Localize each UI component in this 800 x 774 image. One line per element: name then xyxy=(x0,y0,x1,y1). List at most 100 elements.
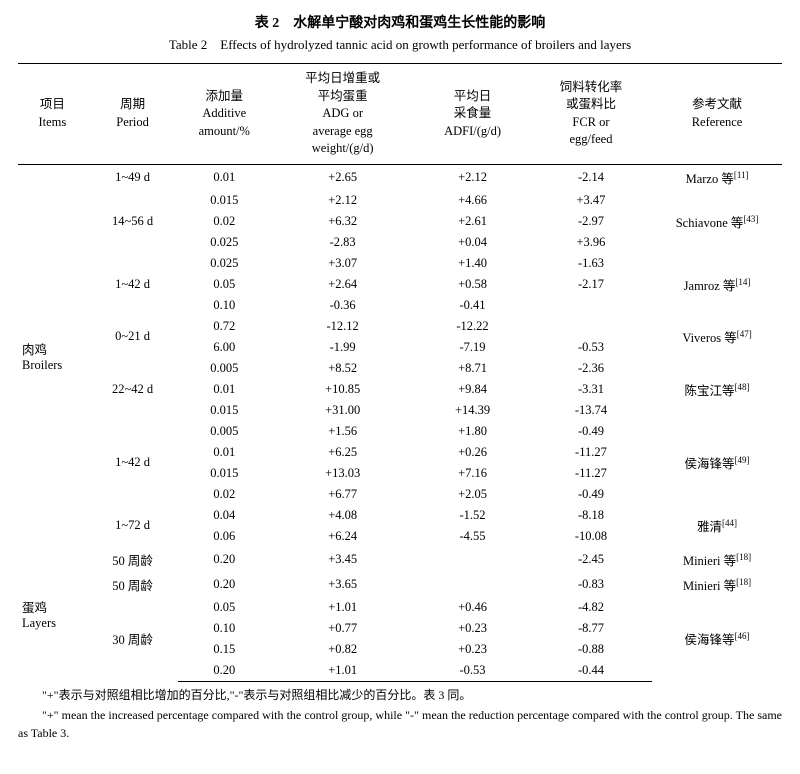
reference-cell: 侯海锋等[49] xyxy=(652,421,782,505)
value-cell: +6.24 xyxy=(270,526,415,547)
value-cell: +10.85 xyxy=(270,379,415,400)
value-cell: 0.10 xyxy=(178,295,270,316)
value-cell: +3.65 xyxy=(270,572,415,597)
reference-cell: 陈宝江等[48] xyxy=(652,358,782,421)
period-cell: 30 周龄 xyxy=(87,597,179,682)
col-adfi: 平均日采食量ADFI/(g/d) xyxy=(415,64,530,165)
value-cell: 0.02 xyxy=(178,484,270,505)
value-cell: +0.04 xyxy=(415,232,530,253)
value-cell: +0.77 xyxy=(270,618,415,639)
value-cell: -0.49 xyxy=(530,421,652,442)
table-row: 1~72 d0.04+4.08-1.52-8.18雅清[44] xyxy=(18,505,782,526)
value-cell: -0.53 xyxy=(530,337,652,358)
value-cell: -0.83 xyxy=(530,572,652,597)
value-cell: -13.74 xyxy=(530,400,652,421)
period-cell: 0~21 d xyxy=(87,316,179,358)
value-cell: -11.27 xyxy=(530,442,652,463)
value-cell: -2.45 xyxy=(530,547,652,572)
value-cell: -2.36 xyxy=(530,358,652,379)
value-cell: 0.01 xyxy=(178,164,270,190)
value-cell: +6.77 xyxy=(270,484,415,505)
value-cell: +2.12 xyxy=(415,164,530,190)
value-cell: +8.52 xyxy=(270,358,415,379)
value-cell: 6.00 xyxy=(178,337,270,358)
value-cell: 0.015 xyxy=(178,400,270,421)
value-cell: -1.63 xyxy=(530,253,652,274)
value-cell: 0.01 xyxy=(178,442,270,463)
value-cell: +0.58 xyxy=(415,274,530,295)
table-row: 0~21 d0.72-12.12-12.22Viveros 等[47] xyxy=(18,316,782,337)
reference-cell: Jamroz 等[14] xyxy=(652,253,782,316)
period-cell: 1~49 d xyxy=(87,164,179,190)
value-cell: -0.41 xyxy=(415,295,530,316)
value-cell: -1.52 xyxy=(415,505,530,526)
value-cell xyxy=(415,547,530,572)
value-cell: +3.45 xyxy=(270,547,415,572)
value-cell: +1.01 xyxy=(270,660,415,682)
value-cell: +9.84 xyxy=(415,379,530,400)
period-cell: 22~42 d xyxy=(87,358,179,421)
value-cell: +1.56 xyxy=(270,421,415,442)
value-cell: +7.16 xyxy=(415,463,530,484)
value-cell: 0.05 xyxy=(178,274,270,295)
value-cell: 0.025 xyxy=(178,253,270,274)
col-fcr: 饲料转化率或蛋料比 FCR oregg/feed xyxy=(530,64,652,165)
value-cell: 0.005 xyxy=(178,358,270,379)
value-cell: -2.97 xyxy=(530,211,652,232)
value-cell: 0.04 xyxy=(178,505,270,526)
table-row: 22~42 d0.005+8.52+8.71-2.36陈宝江等[48] xyxy=(18,358,782,379)
table-row: 30 周龄0.05+1.01+0.46-4.82侯海锋等[46] xyxy=(18,597,782,618)
reference-cell: Viveros 等[47] xyxy=(652,316,782,358)
table-row: 1~42 d0.025+3.07+1.40-1.63Jamroz 等[14] xyxy=(18,253,782,274)
value-cell: -4.55 xyxy=(415,526,530,547)
period-cell: 1~72 d xyxy=(87,505,179,547)
footnote-cn: "+"表示与对照组相比增加的百分比,"-"表示与对照组相比减少的百分比。表 3 … xyxy=(18,686,782,704)
table-row: 蛋鸡Layers50 周龄0.20+3.45-2.45Minieri 等[18] xyxy=(18,547,782,572)
items-cell: 肉鸡Broilers xyxy=(18,164,87,547)
value-cell: +2.61 xyxy=(415,211,530,232)
value-cell: +2.64 xyxy=(270,274,415,295)
value-cell: 0.01 xyxy=(178,379,270,400)
items-cell: 蛋鸡Layers xyxy=(18,547,87,682)
value-cell: +4.08 xyxy=(270,505,415,526)
value-cell: -0.88 xyxy=(530,639,652,660)
period-cell: 1~42 d xyxy=(87,421,179,505)
value-cell: -0.53 xyxy=(415,660,530,682)
value-cell: +3.47 xyxy=(530,190,652,211)
value-cell: +2.65 xyxy=(270,164,415,190)
value-cell: -12.22 xyxy=(415,316,530,337)
value-cell: 0.015 xyxy=(178,463,270,484)
value-cell xyxy=(415,572,530,597)
table-row: 14~56 d0.015+2.12+4.66+3.47Schiavone 等[4… xyxy=(18,190,782,211)
value-cell: -2.14 xyxy=(530,164,652,190)
value-cell xyxy=(530,316,652,337)
value-cell: -4.82 xyxy=(530,597,652,618)
period-cell: 1~42 d xyxy=(87,253,179,316)
value-cell: +0.46 xyxy=(415,597,530,618)
value-cell: 0.06 xyxy=(178,526,270,547)
value-cell: +1.40 xyxy=(415,253,530,274)
value-cell: 0.15 xyxy=(178,639,270,660)
value-cell: +1.01 xyxy=(270,597,415,618)
value-cell: +6.25 xyxy=(270,442,415,463)
value-cell: +31.00 xyxy=(270,400,415,421)
value-cell: +0.23 xyxy=(415,618,530,639)
value-cell: -7.19 xyxy=(415,337,530,358)
value-cell: -8.77 xyxy=(530,618,652,639)
col-adg: 平均日增重或平均蛋重 ADG oraverage eggweight/(g/d) xyxy=(270,64,415,165)
col-amount: 添加量Additiveamount/% xyxy=(178,64,270,165)
reference-cell: 侯海锋等[46] xyxy=(652,597,782,682)
reference-cell: 雅清[44] xyxy=(652,505,782,547)
value-cell: 0.72 xyxy=(178,316,270,337)
period-cell: 14~56 d xyxy=(87,190,179,253)
period-cell: 50 周龄 xyxy=(87,572,179,597)
value-cell: -12.12 xyxy=(270,316,415,337)
value-cell: 0.025 xyxy=(178,232,270,253)
value-cell: -11.27 xyxy=(530,463,652,484)
value-cell: +8.71 xyxy=(415,358,530,379)
col-ref: 参考文献Reference xyxy=(652,64,782,165)
reference-cell: Schiavone 等[43] xyxy=(652,190,782,253)
value-cell: -3.31 xyxy=(530,379,652,400)
value-cell: +14.39 xyxy=(415,400,530,421)
value-cell: 0.005 xyxy=(178,421,270,442)
